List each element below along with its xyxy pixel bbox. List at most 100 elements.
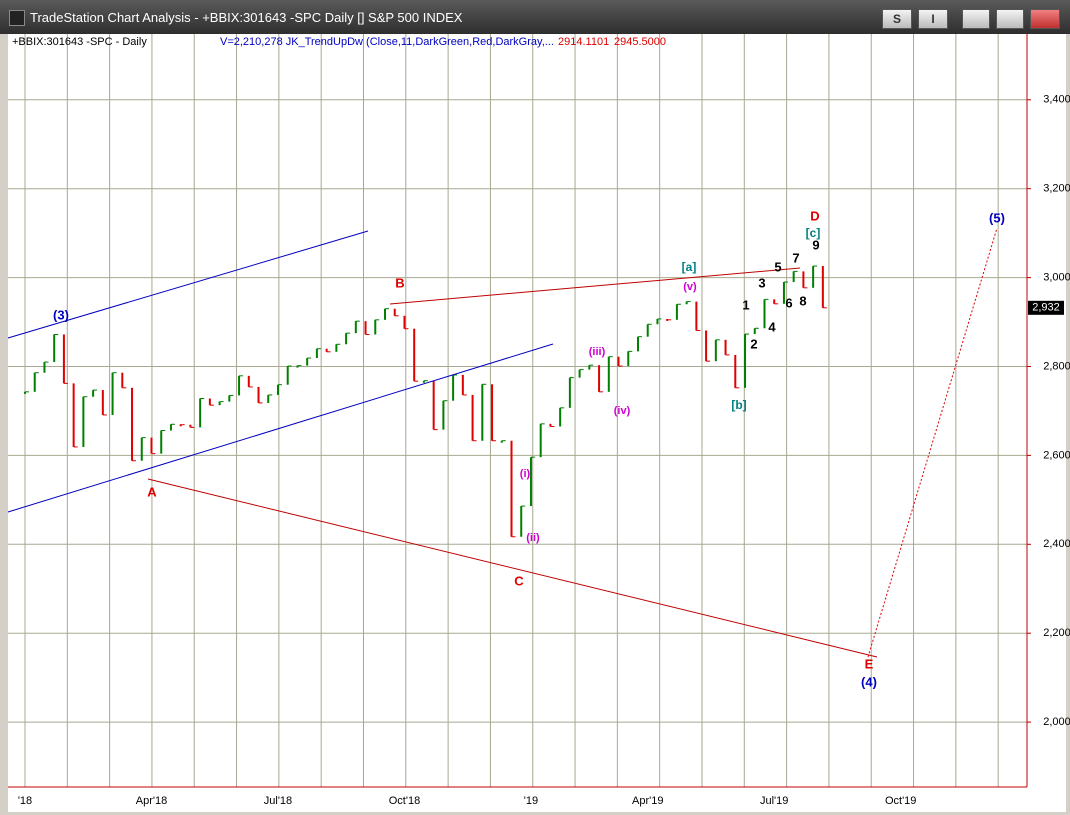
- y-tick-label: 2,000: [1043, 716, 1070, 728]
- wave-label: 4: [768, 319, 776, 334]
- price-bar: [734, 354, 737, 388]
- price-bar: [578, 369, 581, 378]
- price-bar: [413, 328, 416, 382]
- price-bar: [588, 365, 591, 370]
- close-button[interactable]: [1030, 9, 1060, 29]
- indicator-value: 2945.5000: [614, 36, 666, 48]
- price-bar: [617, 356, 620, 367]
- wave-label: 2: [750, 336, 757, 351]
- wave-label: 1: [742, 297, 749, 312]
- price-bar: [763, 299, 766, 329]
- wave-label: (iv): [614, 405, 631, 417]
- price-bars: [24, 265, 827, 538]
- chart-background: [8, 34, 1066, 812]
- price-bar: [627, 351, 630, 367]
- price-bar: [335, 344, 338, 352]
- symbol-label: +BBIX:301643 -SPC - Daily: [12, 36, 147, 48]
- price-bar: [773, 299, 776, 304]
- x-tick-label: Oct'18: [389, 795, 420, 807]
- price-bar: [598, 365, 601, 392]
- price-bar: [150, 437, 153, 454]
- price-bar: [33, 372, 36, 392]
- wave-label: 7: [792, 250, 799, 265]
- price-bar: [568, 377, 571, 408]
- wave-label: [b]: [731, 398, 746, 412]
- price-bar: [510, 440, 513, 537]
- price-bar: [520, 506, 523, 537]
- price-bar: [724, 339, 727, 355]
- wave-label: (v): [683, 281, 697, 293]
- minimize-button[interactable]: [962, 9, 990, 29]
- wave-label: B: [395, 275, 404, 290]
- price-bar: [276, 384, 279, 395]
- price-bar: [189, 424, 192, 428]
- wave-label: (4): [861, 674, 877, 689]
- s-button[interactable]: S: [882, 9, 912, 29]
- price-bar: [753, 328, 756, 335]
- price-bar: [802, 271, 805, 288]
- price-bar: [315, 348, 318, 359]
- price-bar: [131, 387, 134, 461]
- price-bar: [82, 396, 85, 447]
- price-bar: [471, 394, 474, 441]
- app-icon: [9, 10, 25, 26]
- wave-label: (3): [53, 307, 69, 322]
- price-bar: [345, 333, 348, 345]
- x-tick-label: '19: [524, 795, 538, 807]
- price-bar: [559, 407, 562, 427]
- price-bar: [374, 319, 377, 335]
- wave-label: (i): [520, 468, 531, 480]
- y-tick-label: 3,200: [1043, 183, 1070, 195]
- price-bar: [646, 324, 649, 337]
- maximize-button[interactable]: [996, 9, 1024, 29]
- price-bar: [72, 383, 75, 447]
- wave-labels: (3) A B C D E (4) (5) (i) (ii) (iii) (iv…: [53, 208, 1005, 689]
- price-bar: [782, 282, 785, 304]
- wave-label: C: [514, 573, 524, 588]
- price-bar: [169, 424, 172, 431]
- x-tick-label: Jul'19: [760, 795, 788, 807]
- wave-label: E: [865, 656, 874, 671]
- x-tick-label: Jul'18: [264, 795, 292, 807]
- x-tick-label: Oct'19: [885, 795, 916, 807]
- price-bar: [247, 375, 250, 387]
- y-tick-label: 2,200: [1043, 627, 1070, 639]
- price-bar: [792, 271, 795, 283]
- i-button[interactable]: I: [918, 9, 948, 29]
- price-bar: [461, 374, 464, 395]
- last-price-label: 2,932: [1032, 302, 1060, 314]
- x-tick-label: Apr'18: [136, 795, 167, 807]
- wave-label: D: [810, 208, 819, 223]
- price-bar: [218, 401, 221, 406]
- price-bar: [812, 266, 815, 288]
- projection-line: [867, 227, 998, 658]
- wave-label: (iii): [589, 346, 606, 358]
- y-tick-label: 2,400: [1043, 538, 1070, 550]
- price-bar: [111, 372, 114, 415]
- price-bar: [354, 321, 357, 334]
- y-tick-label: 2,800: [1043, 360, 1070, 372]
- price-bar: [393, 308, 396, 316]
- price-bar: [325, 348, 328, 352]
- wave-label: 9: [812, 237, 819, 252]
- price-bar: [491, 384, 494, 441]
- wave-label: (ii): [526, 532, 540, 544]
- price-bar: [92, 390, 95, 397]
- price-bar: [24, 391, 26, 394]
- price-bar: [656, 318, 659, 325]
- wave-label: (5): [989, 210, 1005, 225]
- price-bar: [160, 430, 163, 454]
- price-bar: [403, 315, 406, 329]
- price-bar: [199, 398, 202, 428]
- wave-label: 3: [758, 275, 765, 290]
- price-bar: [208, 398, 211, 406]
- price-bar: [62, 334, 65, 384]
- price-bar: [228, 395, 231, 402]
- price-bar: [432, 380, 435, 430]
- price-bar: [364, 321, 367, 335]
- price-bar: [539, 423, 542, 458]
- x-tick-label: '18: [18, 795, 32, 807]
- trend-line: [389, 267, 801, 305]
- price-bar: [705, 330, 708, 362]
- price-bar: [607, 356, 610, 392]
